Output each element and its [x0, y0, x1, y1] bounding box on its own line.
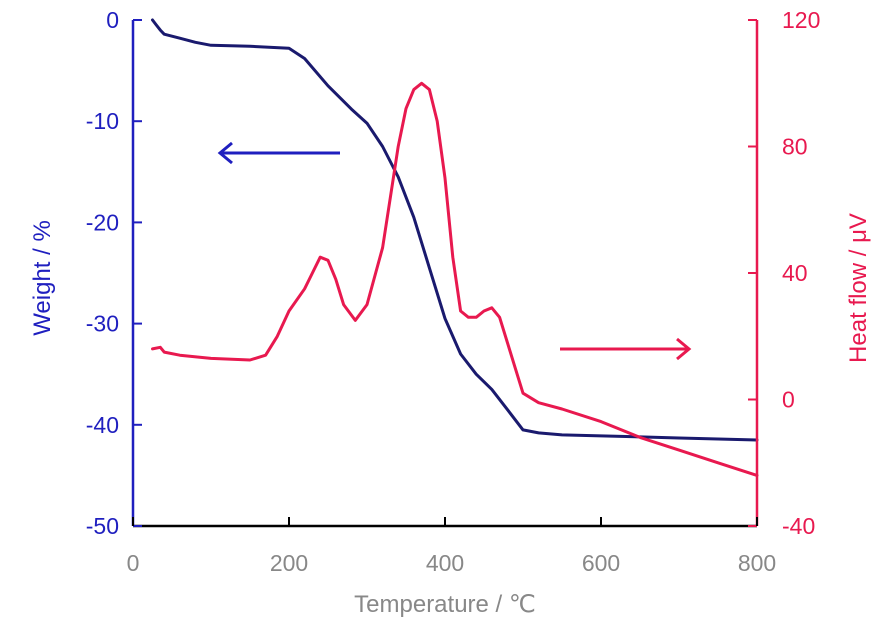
left-y-tick-label: -20 [86, 209, 119, 235]
axes [131, 19, 759, 528]
left-y-tick-label: -10 [86, 108, 119, 134]
left-y-tick-label: -50 [86, 513, 119, 539]
right-axis-arrow [560, 337, 692, 361]
right-y-tick-label: 120 [782, 7, 820, 33]
left-y-tick-label: -40 [86, 412, 119, 438]
right-y-tick-label: 40 [782, 260, 808, 286]
x-axis-title: Temperature / ℃ [354, 591, 536, 618]
x-tick-label: 400 [426, 550, 464, 576]
left-axis-arrow [217, 141, 340, 165]
x-tick-label: 0 [127, 550, 140, 576]
annotations [217, 141, 692, 361]
right-y-tick-label: -40 [782, 513, 815, 539]
weight-series-line [151, 18, 759, 442]
left-y-axis-title: Weight / % [29, 220, 56, 336]
heat-flow-series-line [151, 81, 759, 477]
right-y-tick-label: 0 [782, 387, 795, 413]
left-y-tick-label: 0 [106, 7, 119, 33]
right-y-tick-label: 80 [782, 134, 808, 160]
x-tick-label: 800 [738, 550, 776, 576]
plot-lines [151, 18, 759, 477]
x-tick-label: 600 [582, 550, 620, 576]
right-y-axis-title: Heat flow / μV [845, 213, 872, 363]
left-y-tick-label: -30 [86, 311, 119, 337]
x-tick-label: 200 [270, 550, 308, 576]
